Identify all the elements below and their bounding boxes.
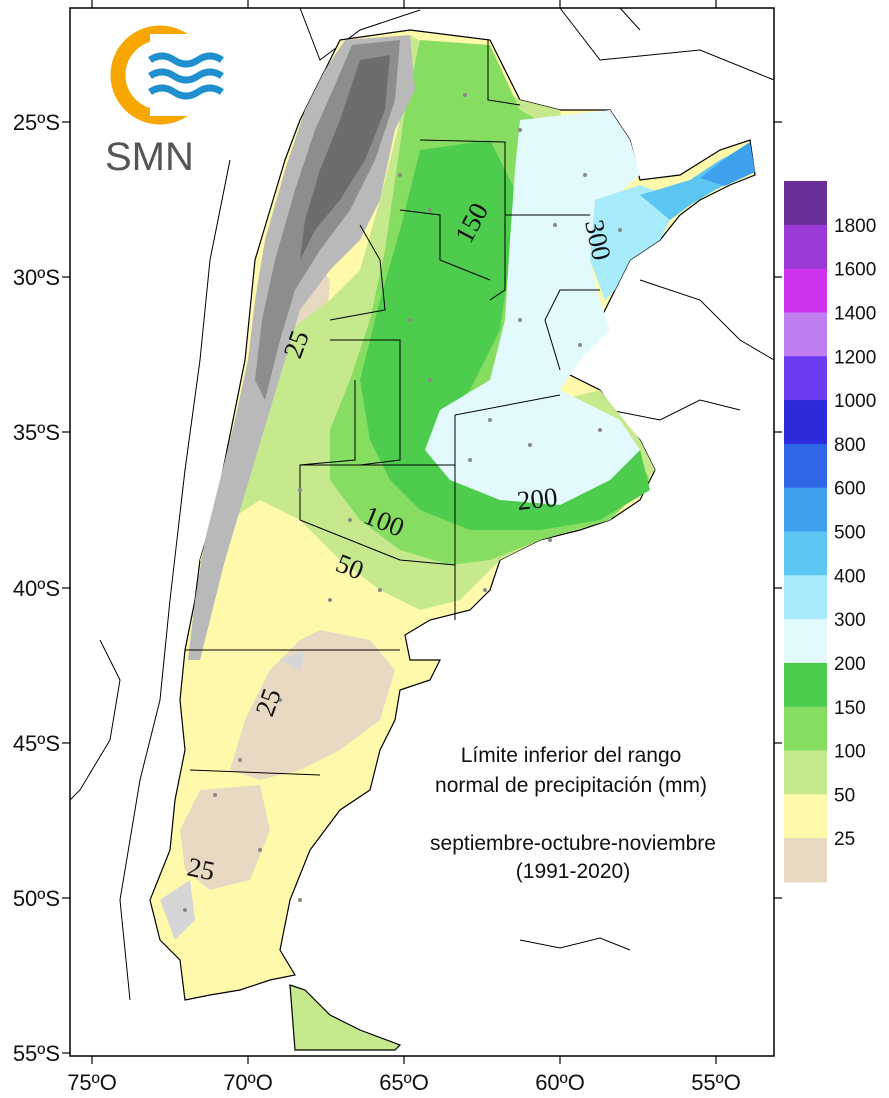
legend-label: 200 — [834, 654, 866, 675]
legend-swatch — [784, 575, 827, 620]
legend-label: 25 — [834, 829, 855, 850]
x-tick-label: 70ºO — [223, 1070, 273, 1095]
legend-label: 600 — [834, 479, 866, 500]
legend-swatch — [784, 487, 827, 532]
legend-swatch — [784, 706, 827, 752]
y-tick-label: 30ºS — [13, 265, 60, 290]
logo-wave-icon — [148, 52, 224, 68]
axis-ticks — [62, 0, 782, 1064]
note-line: (1991-2020) — [516, 860, 630, 883]
legend-swatch — [784, 619, 827, 664]
y-tick-label: 45ºS — [13, 731, 60, 756]
y-tick-label: 50ºS — [13, 886, 60, 911]
y-tick-label: 25ºS — [13, 110, 60, 135]
logo-wave-icon — [148, 84, 224, 100]
logo-wave-icon — [148, 68, 224, 84]
legend-label: 150 — [834, 698, 866, 719]
note-line: normal de precipitación (mm) — [435, 774, 707, 797]
x-tick-label: 55ºO — [691, 1070, 741, 1095]
legend-label: 100 — [834, 742, 866, 763]
legend-label: 1600 — [834, 260, 876, 281]
station-dots — [183, 93, 622, 912]
legend-label: 1400 — [834, 303, 876, 324]
legend-label: 1000 — [834, 391, 876, 412]
x-tick-label: 75ºO — [67, 1070, 117, 1095]
region-cyan — [590, 185, 680, 300]
legend: 1800 1600 1400 1200 1000 800 600 500 400 300 200 15… — [784, 181, 876, 883]
legend-label: 1800 — [834, 216, 876, 237]
legend-label: 800 — [834, 435, 866, 456]
y-tick-label: 55ºS — [13, 1041, 60, 1066]
axis-labels: 25ºS 30ºS 35ºS 40ºS 45ºS 50ºS 55ºS 75ºO … — [13, 110, 741, 1095]
legend-swatch — [784, 838, 827, 883]
y-tick-label: 35ºS — [13, 420, 60, 445]
legend-swatch — [784, 662, 827, 708]
x-tick-label: 60ºO — [535, 1070, 585, 1095]
map-note: Límite inferior del rango normal de prec… — [430, 744, 716, 883]
legend-swatch — [784, 531, 827, 576]
legend-swatch — [784, 312, 827, 357]
region-blue — [700, 142, 755, 186]
region-cyan-light — [425, 110, 640, 505]
neighbour-borders — [69, 7, 775, 1001]
legend-swatch — [784, 400, 827, 445]
legend-swatch — [784, 794, 827, 839]
smn-logo: SMN — [105, 25, 224, 179]
y-tick-label: 40ºS — [13, 576, 60, 601]
legend-label: 400 — [834, 566, 866, 587]
region-tdf — [289, 984, 402, 1051]
legend-label: 500 — [834, 523, 866, 544]
legend-swatch — [784, 443, 827, 489]
legend-label: 300 — [834, 610, 866, 631]
contour-label: 200 — [515, 482, 558, 516]
x-tick-label: 65ºO — [379, 1070, 429, 1095]
note-line: septiembre-octubre-noviembre — [430, 832, 716, 855]
legend-swatch — [784, 268, 827, 313]
legend-label: 1200 — [834, 347, 876, 368]
legend-label: 50 — [834, 785, 855, 806]
legend-swatch — [784, 750, 827, 795]
legend-swatch — [784, 224, 827, 270]
legend-swatch — [784, 356, 827, 401]
contour-label: 25 — [185, 852, 218, 887]
logo-text: SMN — [105, 135, 194, 179]
note-line: Límite inferior del rango — [461, 744, 682, 767]
province-borders — [185, 40, 600, 776]
andes-relief — [160, 35, 415, 940]
legend-swatch — [784, 181, 827, 226]
